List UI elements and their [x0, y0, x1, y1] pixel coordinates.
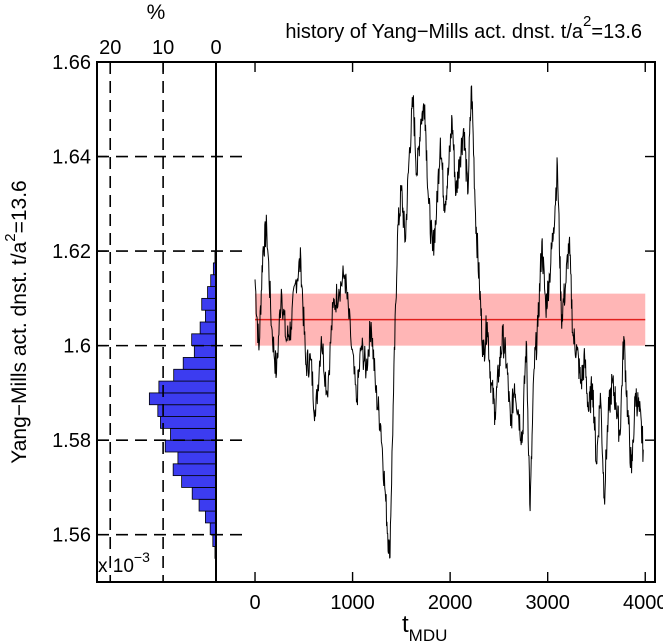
band-layer [255, 293, 646, 346]
y-tick-label: 1.62 [52, 241, 91, 263]
y-scale-note: x 10−3 [98, 549, 150, 577]
histogram-bar [181, 475, 217, 488]
histogram-bar [182, 357, 217, 370]
histogram-bar [191, 487, 217, 500]
series-layer [254, 85, 644, 559]
histogram-bar [173, 368, 217, 382]
main-plot-frame [215, 61, 656, 583]
histogram-bar [191, 333, 217, 347]
y-tick-label: 1.66 [52, 52, 91, 74]
histogram-bar [205, 309, 217, 323]
x-tick-label: 4000 [623, 592, 663, 614]
pct-tick-label: 10 [152, 37, 174, 59]
histogram-bar [164, 439, 217, 453]
histogram-bar [177, 451, 217, 465]
histogram-bar [193, 345, 217, 358]
histogram-bar [172, 463, 217, 477]
histogram-bar [205, 510, 217, 524]
histogram-bar [198, 498, 217, 512]
x-tick-label: 3000 [525, 592, 570, 614]
x-tick-label: 0 [249, 592, 260, 614]
histogram-bar [160, 416, 217, 429]
tick-labels: 0 1000 2000 3000 4000 1.56 1.58 1.6 1.62 1.64 1.66… [52, 37, 663, 614]
x-tick-label: 1000 [330, 592, 375, 614]
histogram-layer [148, 250, 217, 559]
histogram-bar [199, 321, 217, 335]
y-axis-label: Yang−Mills act. dnst. t/a2=13.6 [2, 180, 31, 463]
history-line [254, 85, 644, 559]
histogram-bar [170, 427, 217, 441]
dashed-grid [97, 62, 244, 582]
percent-axis-label: % [147, 1, 166, 24]
histogram-bar [158, 380, 217, 394]
y-tick-label: 1.64 [52, 147, 91, 169]
histogram-bar [207, 286, 217, 299]
histogram-bar [148, 392, 217, 406]
y-tick-label: 1.58 [52, 430, 91, 452]
pct-tick-label: 0 [210, 37, 221, 59]
histogram-bar [201, 297, 217, 311]
pct-tick-label: 20 [99, 37, 121, 59]
x-tick-label: 2000 [428, 592, 473, 614]
y-tick-label: 1.56 [52, 525, 91, 547]
y-tick-label: 1.6 [63, 336, 91, 358]
histogram-frame [96, 61, 217, 583]
x-axis-label: tMDU [402, 611, 447, 644]
chart-title: history of Yang−Mills act. dnst. t/a2=13… [285, 13, 642, 43]
tick-marks [97, 61, 655, 582]
histogram-bar [157, 404, 217, 417]
